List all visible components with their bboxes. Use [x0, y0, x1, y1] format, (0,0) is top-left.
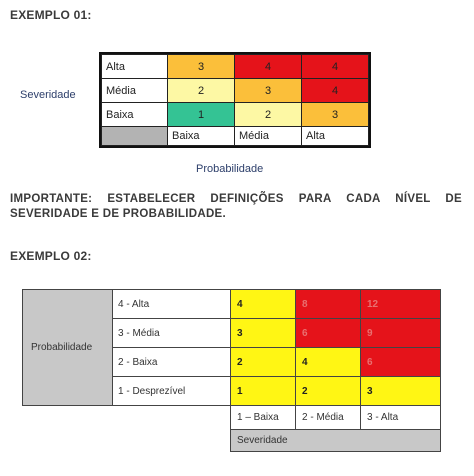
severity-axis-label: Severidade [230, 429, 441, 452]
row-label: 2 - Baixa [112, 347, 231, 377]
risk-matrix-2: Probabilidade 4 - Alta 4 8 12 3 - Média … [22, 289, 441, 452]
matrix-cell: 4 [301, 78, 369, 103]
matrix-cell: 2 [295, 376, 361, 406]
column-label: Média [234, 126, 302, 146]
matrix-cell: 4 [234, 54, 302, 79]
column-label: 2 - Média [295, 405, 361, 430]
matrix-cell: 3 [234, 78, 302, 103]
row-label: 4 - Alta [112, 289, 231, 319]
matrix-row: Probabilidade 4 - Alta 4 8 12 [22, 289, 441, 406]
blank-cell [22, 405, 231, 430]
matrix-row: 3 - Média 3 6 9 [23, 318, 441, 348]
example-1-heading: EXEMPLO 01: [10, 8, 92, 22]
matrix-cell: 6 [295, 318, 361, 348]
row-label: Média [101, 78, 168, 103]
matrix-cell: 6 [360, 347, 441, 377]
matrix-cell: 4 [295, 347, 361, 377]
column-label-row: 1 – Baixa 2 - Média 3 - Alta [22, 405, 441, 430]
matrix-cell: 4 [230, 289, 296, 319]
corner-cell [101, 126, 168, 146]
probability-axis-label: Probabilidade [22, 289, 113, 406]
row-label: 1 - Desprezível [112, 376, 231, 406]
row-label: Alta [101, 54, 168, 79]
matrix-row: Média 2 3 4 [101, 78, 369, 103]
matrix-cell: 3 [167, 54, 235, 79]
example-2-heading: EXEMPLO 02: [10, 249, 92, 263]
column-label: Baixa [167, 126, 235, 146]
matrix-cell: 4 [301, 54, 369, 79]
important-note: IMPORTANTE: ESTABELECER DEFINIÇÕES PARA … [10, 193, 462, 220]
column-label: Alta [301, 126, 369, 146]
matrix-cell: 1 [230, 376, 296, 406]
column-label: 1 – Baixa [230, 405, 296, 430]
severity-axis-label: Severidade [20, 89, 76, 101]
row-label: Baixa [101, 102, 168, 127]
matrix-cell: 2 [167, 78, 235, 103]
matrix-cell: 3 [230, 318, 296, 348]
matrix-cell: 3 [301, 102, 369, 127]
risk-matrix-1: Alta 3 4 4 Média 2 3 4 Baixa 1 2 3 Baixa… [99, 52, 371, 148]
column-label: 3 - Alta [360, 405, 441, 430]
matrix-row: Alta 3 4 4 [101, 54, 369, 79]
matrix-cell: 12 [360, 289, 441, 319]
matrix-cell: 1 [167, 102, 235, 127]
matrix-row: 1 - Desprezível 1 2 3 [23, 376, 441, 406]
probability-axis-label: Probabilidade [196, 163, 264, 175]
matrix-cell: 8 [295, 289, 361, 319]
matrix-row: Baixa 1 2 3 [101, 102, 369, 127]
matrix-cell: 2 [230, 347, 296, 377]
blank-cell [22, 429, 231, 452]
matrix-row: 2 - Baixa 2 4 6 [23, 347, 441, 377]
column-label-row: Baixa Média Alta [101, 126, 369, 146]
matrix-cell: 9 [360, 318, 441, 348]
severity-row: Severidade [22, 429, 441, 452]
matrix-cell: 3 [360, 376, 441, 406]
matrix-cell: 2 [234, 102, 302, 127]
row-label: 3 - Média [112, 318, 231, 348]
